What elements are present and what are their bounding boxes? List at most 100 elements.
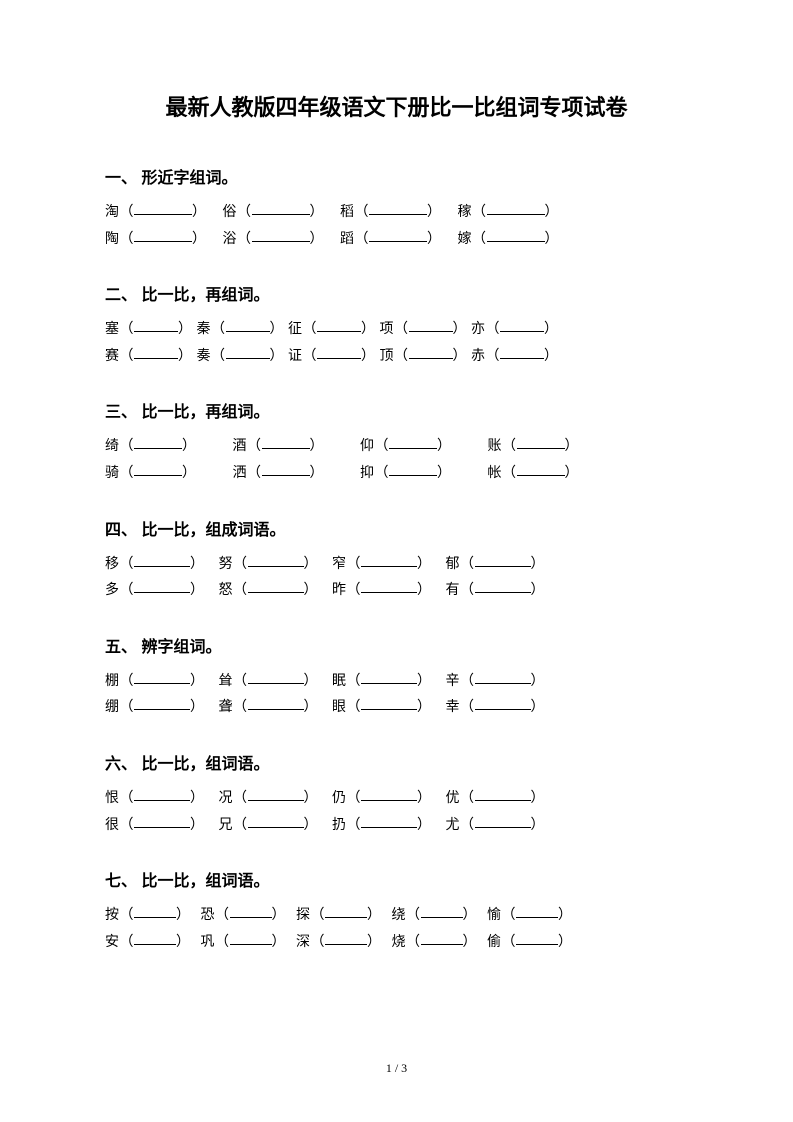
paren-open: （ xyxy=(486,322,501,337)
paren-close: ） xyxy=(270,322,285,337)
answer-blank[interactable] xyxy=(475,670,531,684)
paren-close: ） xyxy=(565,439,580,454)
paren-close: ） xyxy=(545,205,560,220)
answer-blank[interactable] xyxy=(248,670,304,684)
paren-open: （ xyxy=(120,205,135,220)
answer-blank[interactable] xyxy=(361,787,417,801)
answer-blank[interactable] xyxy=(389,462,437,476)
answer-blank[interactable] xyxy=(134,904,176,918)
answer-blank[interactable] xyxy=(369,201,427,215)
paren-close: ） xyxy=(361,349,376,364)
paren-open: （ xyxy=(233,674,248,689)
answer-blank[interactable] xyxy=(134,696,190,710)
character: 浴 xyxy=(223,227,238,254)
answer-blank[interactable] xyxy=(317,318,361,332)
answer-blank[interactable] xyxy=(226,345,270,359)
answer-blank[interactable] xyxy=(475,787,531,801)
answer-blank[interactable] xyxy=(134,201,192,215)
answer-blank[interactable] xyxy=(500,318,544,332)
character: 抑 xyxy=(360,461,375,488)
answer-blank[interactable] xyxy=(361,814,417,828)
answer-blank[interactable] xyxy=(134,345,178,359)
answer-blank[interactable] xyxy=(361,553,417,567)
character: 辛 xyxy=(446,669,461,696)
answer-blank[interactable] xyxy=(134,931,176,945)
character: 酒 xyxy=(233,434,248,461)
answer-blank[interactable] xyxy=(421,931,463,945)
answer-blank[interactable] xyxy=(517,435,565,449)
answer-blank[interactable] xyxy=(134,814,190,828)
answer-blank[interactable] xyxy=(134,228,192,242)
section-title: 比一比，组词语。 xyxy=(141,873,269,890)
paren-open: （ xyxy=(211,322,226,337)
paren-open: （ xyxy=(347,791,362,806)
character: 俗 xyxy=(223,200,238,227)
paren-close: ） xyxy=(361,322,376,337)
answer-blank[interactable] xyxy=(248,579,304,593)
paren-close: ） xyxy=(304,583,319,598)
answer-blank[interactable] xyxy=(487,201,545,215)
section-number: 三、 xyxy=(105,404,137,421)
answer-blank[interactable] xyxy=(475,553,531,567)
answer-blank[interactable] xyxy=(369,228,427,242)
answer-blank[interactable] xyxy=(361,670,417,684)
answer-blank[interactable] xyxy=(325,931,367,945)
answer-blank[interactable] xyxy=(134,318,178,332)
answer-blank[interactable] xyxy=(134,787,190,801)
character: 账 xyxy=(488,434,503,461)
answer-blank[interactable] xyxy=(409,318,453,332)
answer-blank[interactable] xyxy=(230,904,272,918)
answer-blank[interactable] xyxy=(262,435,310,449)
exercise-row: 恨（）况（）仍（）优（） xyxy=(105,786,688,813)
answer-blank[interactable] xyxy=(134,435,182,449)
answer-blank[interactable] xyxy=(500,345,544,359)
paren-close: ） xyxy=(531,557,546,572)
paren-open: （ xyxy=(120,818,135,833)
answer-blank[interactable] xyxy=(517,462,565,476)
answer-blank[interactable] xyxy=(226,318,270,332)
page-footer: 1 / 3 xyxy=(0,1061,793,1076)
paren-close: ） xyxy=(304,700,319,715)
answer-blank[interactable] xyxy=(475,814,531,828)
paren-close: ） xyxy=(531,818,546,833)
answer-blank[interactable] xyxy=(134,553,190,567)
answer-blank[interactable] xyxy=(516,931,558,945)
character: 赛 xyxy=(105,344,120,371)
answer-blank[interactable] xyxy=(421,904,463,918)
answer-blank[interactable] xyxy=(487,228,545,242)
paren-close: ） xyxy=(565,466,580,481)
answer-blank[interactable] xyxy=(475,579,531,593)
paren-open: （ xyxy=(375,466,390,481)
character: 扔 xyxy=(332,813,347,840)
answer-blank[interactable] xyxy=(248,553,304,567)
answer-blank[interactable] xyxy=(248,696,304,710)
answer-blank[interactable] xyxy=(134,462,182,476)
answer-blank[interactable] xyxy=(230,931,272,945)
answer-blank[interactable] xyxy=(134,670,190,684)
paren-open: （ xyxy=(375,439,390,454)
section: 七、 比一比，组词语。按（）恐（）探（）绕（）愉（）安（）巩（）深（）烧（）偷（… xyxy=(105,867,688,956)
paren-open: （ xyxy=(303,349,318,364)
paren-open: （ xyxy=(472,232,487,247)
answer-blank[interactable] xyxy=(389,435,437,449)
answer-blank[interactable] xyxy=(409,345,453,359)
answer-blank[interactable] xyxy=(317,345,361,359)
answer-blank[interactable] xyxy=(252,201,310,215)
answer-blank[interactable] xyxy=(252,228,310,242)
paren-close: ） xyxy=(190,583,205,598)
character: 探 xyxy=(296,903,311,930)
answer-blank[interactable] xyxy=(325,904,367,918)
paren-close: ） xyxy=(304,791,319,806)
answer-blank[interactable] xyxy=(516,904,558,918)
answer-blank[interactable] xyxy=(248,814,304,828)
section-number: 五、 xyxy=(105,639,137,656)
answer-blank[interactable] xyxy=(475,696,531,710)
answer-blank[interactable] xyxy=(361,579,417,593)
answer-blank[interactable] xyxy=(134,579,190,593)
answer-blank[interactable] xyxy=(361,696,417,710)
answer-blank[interactable] xyxy=(262,462,310,476)
paren-open: （ xyxy=(120,583,135,598)
answer-blank[interactable] xyxy=(248,787,304,801)
paren-open: （ xyxy=(347,700,362,715)
paren-close: ） xyxy=(272,935,287,950)
